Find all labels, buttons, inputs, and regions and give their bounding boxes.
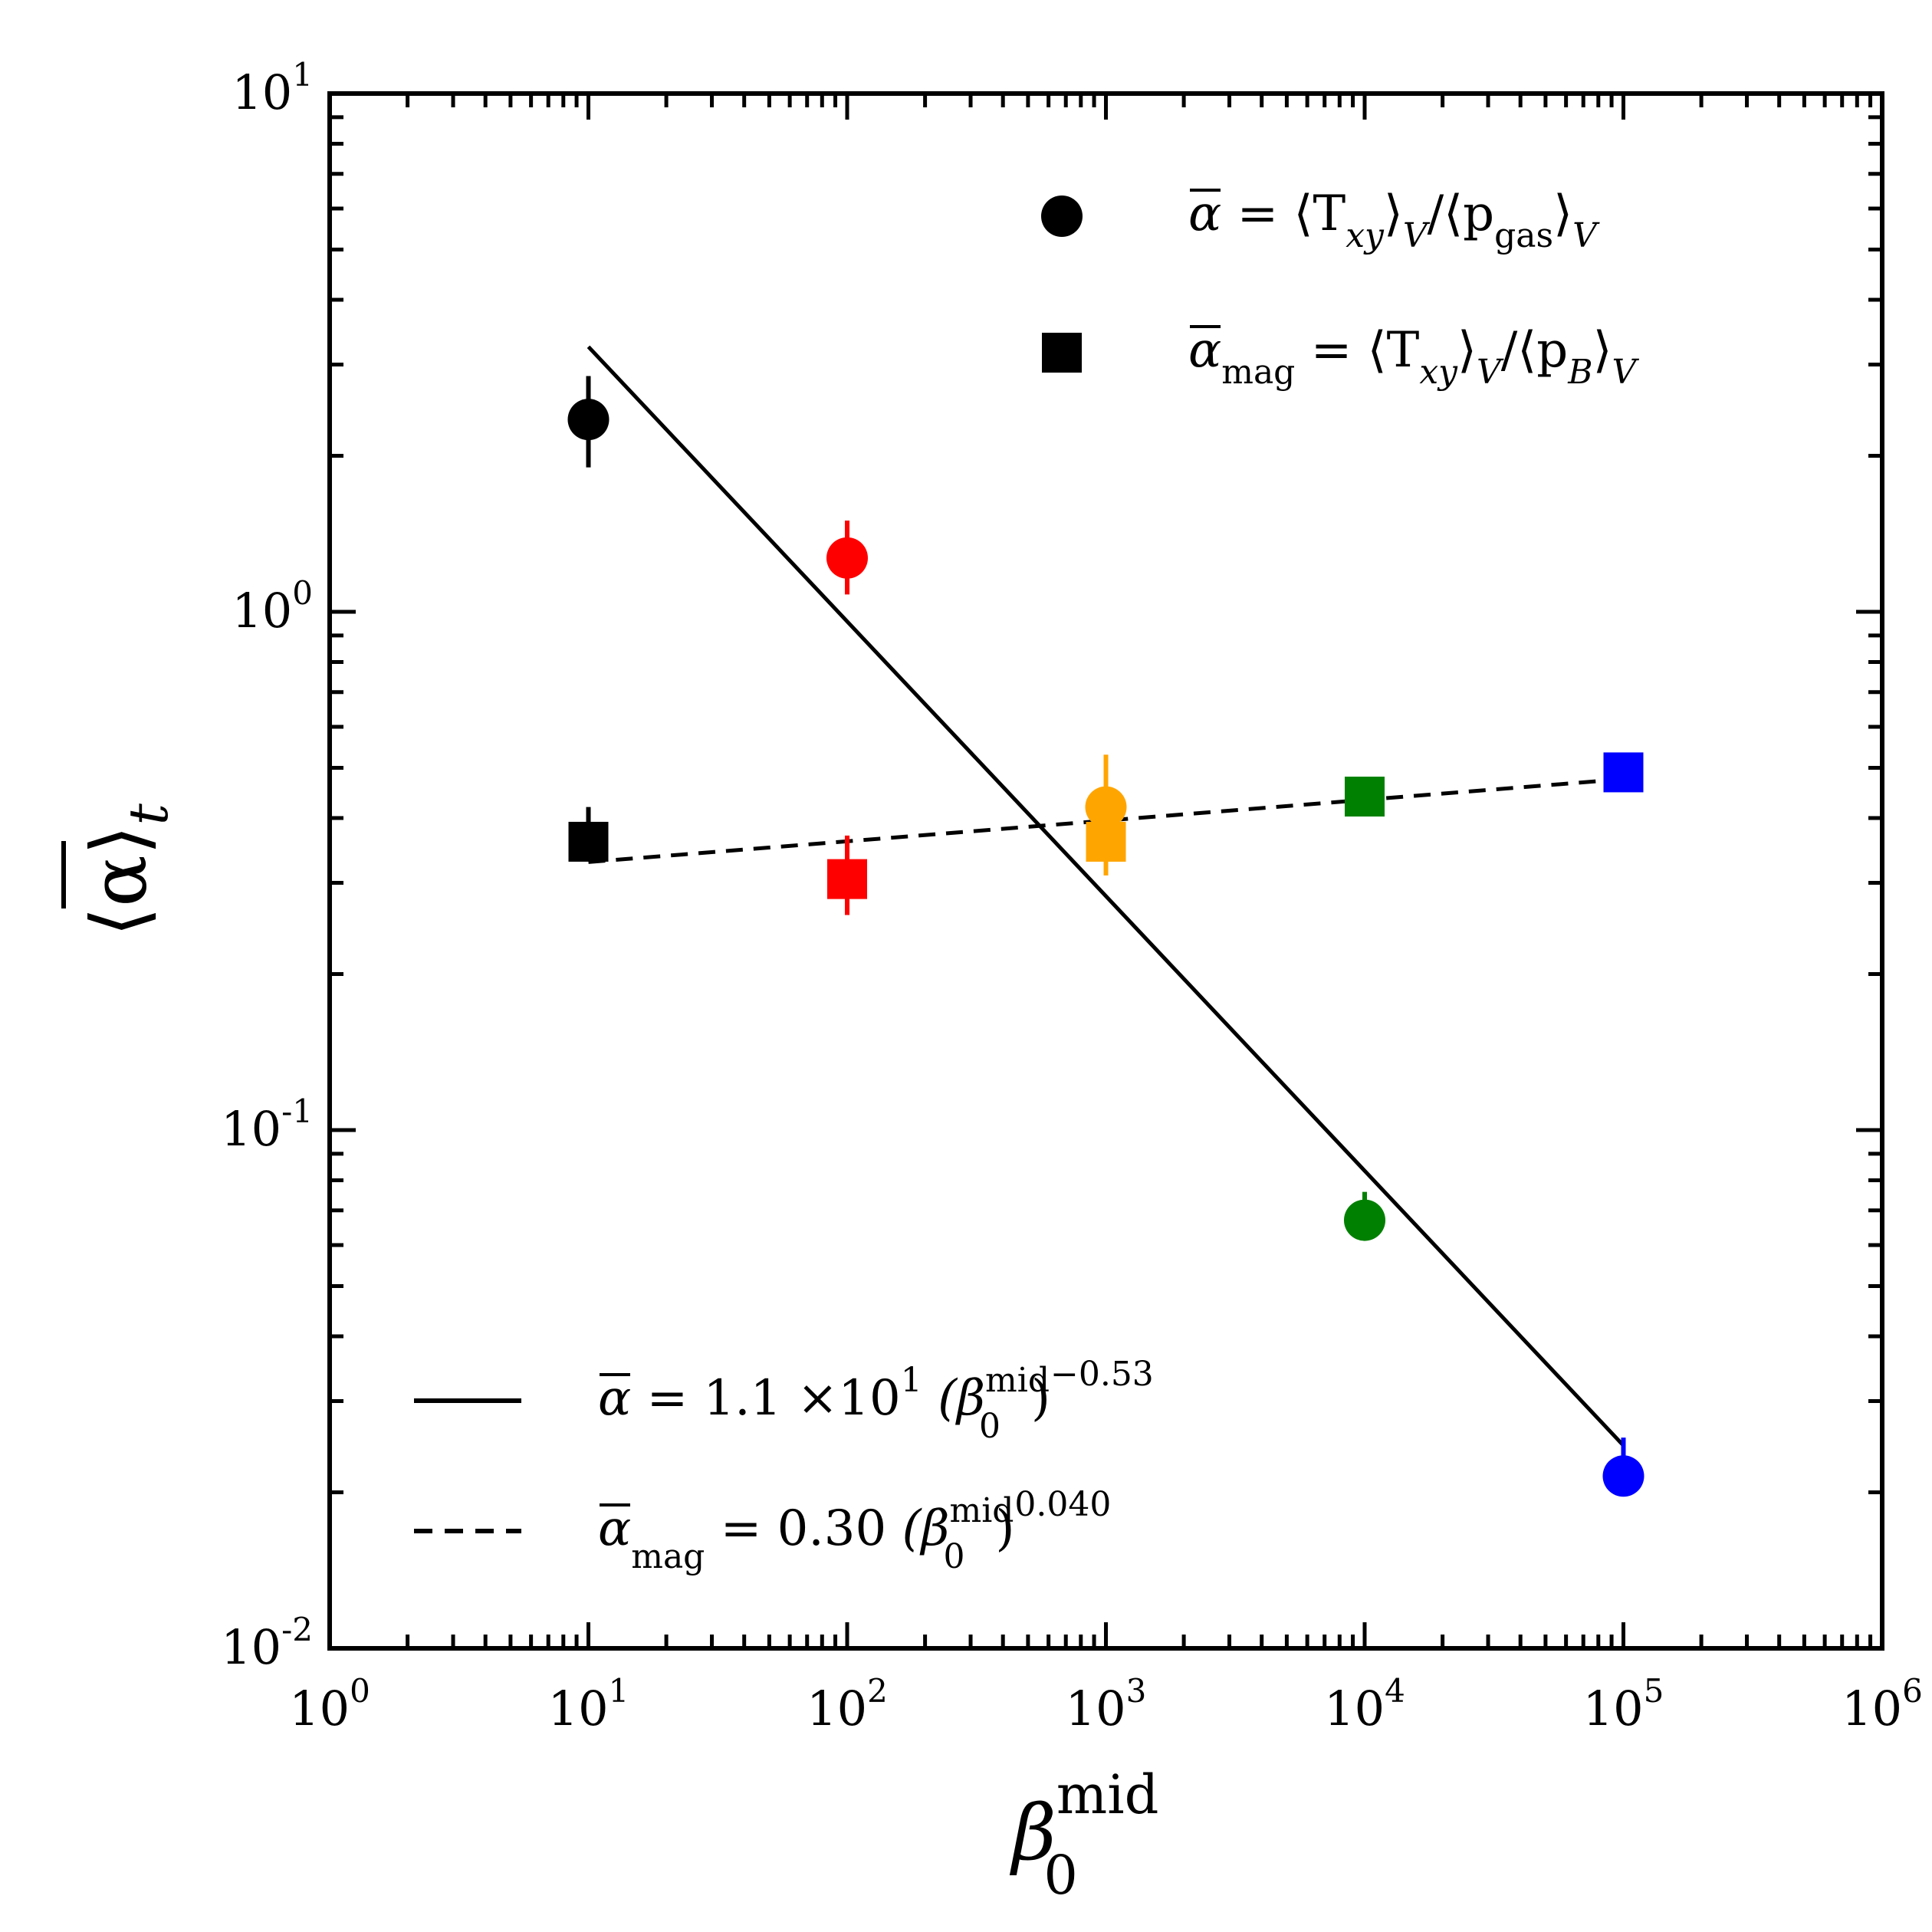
legend-sub: xy bbox=[1419, 353, 1458, 392]
legend-sub: V bbox=[1403, 216, 1431, 255]
x-tick-label: 104 bbox=[1324, 1672, 1405, 1737]
tick-base: 10 bbox=[221, 1101, 281, 1157]
legend-power: 0.040 bbox=[1014, 1485, 1111, 1524]
fit-alpha-line bbox=[586, 345, 1625, 1447]
alpha-point bbox=[826, 537, 868, 579]
tick-exponent: 0 bbox=[292, 574, 313, 612]
x-tick-label: 101 bbox=[548, 1672, 629, 1737]
tick-exponent: 5 bbox=[1644, 1672, 1664, 1710]
y-axis-label-main: ⟨α⟩ bbox=[74, 825, 164, 937]
tick-base: 10 bbox=[289, 1681, 350, 1737]
legend-sub: xy bbox=[1346, 216, 1385, 255]
legend-alpha: α bbox=[1188, 322, 1221, 379]
alpha_mag-point bbox=[568, 821, 609, 862]
legend-marker-circle bbox=[1041, 196, 1083, 237]
x-axis-label-main: β bbox=[1009, 1788, 1056, 1878]
legend-label-alpha: α = ⟨Txy⟩V/⟨pgas⟩V bbox=[1188, 186, 1600, 255]
legend-beta: (β bbox=[922, 1370, 985, 1427]
legend-sub: V bbox=[1477, 353, 1504, 392]
alpha-point bbox=[1602, 1455, 1644, 1497]
y-axis-label: ⟨α⟩t bbox=[74, 803, 180, 937]
alpha_mag-point bbox=[1603, 752, 1644, 793]
tick-base: 10 bbox=[232, 64, 292, 120]
legend-power: −0.53 bbox=[1050, 1355, 1154, 1394]
legend-sub: mag bbox=[1221, 353, 1295, 392]
fit-alpha-mag-line bbox=[588, 777, 1624, 864]
x-axis-label-sup: mid bbox=[1056, 1763, 1159, 1826]
x-tick-label: 106 bbox=[1842, 1672, 1923, 1737]
legend-sub: mag bbox=[631, 1537, 705, 1576]
legend-sub: 0 bbox=[979, 1407, 1001, 1446]
legend-eq: = ⟨T bbox=[1295, 322, 1419, 379]
legend-bracket: ⟩ bbox=[1384, 186, 1403, 242]
legend-close: ) bbox=[995, 1500, 1014, 1557]
alpha-point bbox=[567, 399, 610, 441]
x-tick-label: 103 bbox=[1066, 1672, 1147, 1737]
tick-exponent: 0 bbox=[350, 1672, 370, 1710]
tick-base: 10 bbox=[232, 583, 292, 639]
legend-beta: (β bbox=[902, 1500, 950, 1557]
tick-exponent: 6 bbox=[1902, 1672, 1923, 1710]
legend-label-fit-alpha: α = 1.1 ×101 (βmid 0)−0.53 bbox=[598, 1355, 1154, 1446]
legend-alpha: α bbox=[1188, 186, 1221, 242]
x-axis-label: βmid 0 bbox=[1009, 1763, 1158, 1907]
tick-base: 10 bbox=[221, 1619, 281, 1675]
y-axis-label-sub: t bbox=[117, 803, 180, 825]
x-axis-label-sub: 0 bbox=[1043, 1844, 1078, 1907]
tick-base: 10 bbox=[1066, 1681, 1126, 1737]
legend-sub: V bbox=[1572, 216, 1600, 255]
y-tick-label: 101 bbox=[232, 56, 313, 120]
tick-base: 10 bbox=[807, 1681, 867, 1737]
legend-alpha: α bbox=[598, 1500, 631, 1557]
y-tick-label: 10-1 bbox=[221, 1092, 313, 1157]
tick-base: 10 bbox=[548, 1681, 609, 1737]
x-tick-label: 102 bbox=[807, 1672, 888, 1737]
legend-marker-square bbox=[1042, 333, 1082, 373]
tick-exponent: 1 bbox=[609, 1672, 629, 1710]
alpha_mag-point bbox=[827, 859, 867, 899]
legend-bracket: ⟩ bbox=[1593, 322, 1612, 379]
tick-exponent: -2 bbox=[281, 1611, 313, 1648]
legend-exp: 1 bbox=[901, 1361, 922, 1400]
alpha_mag-point bbox=[1086, 821, 1126, 862]
y-tick-label: 100 bbox=[232, 574, 313, 639]
tick-exponent: 3 bbox=[1126, 1672, 1147, 1710]
legend-bracket: /⟨p bbox=[1501, 322, 1569, 379]
alpha-point bbox=[1344, 1199, 1385, 1241]
legend-bracket: ⟩ bbox=[1457, 322, 1477, 379]
alpha_mag-point bbox=[1345, 777, 1385, 817]
tick-base: 10 bbox=[1583, 1681, 1644, 1737]
tick-exponent: -1 bbox=[281, 1092, 313, 1130]
x-tick-label: 105 bbox=[1583, 1672, 1664, 1737]
tick-base: 10 bbox=[1842, 1681, 1902, 1737]
alpha-point bbox=[1085, 786, 1127, 828]
legend-sub: gas bbox=[1494, 216, 1553, 255]
legend-rhs: = 0.30 bbox=[705, 1500, 902, 1557]
tick-base: 10 bbox=[1324, 1681, 1385, 1737]
legend-sup: mid bbox=[985, 1361, 1050, 1400]
legend-sup: mid bbox=[949, 1491, 1014, 1530]
legend-alpha: α bbox=[598, 1370, 631, 1427]
legend-bracket: ⟩ bbox=[1553, 186, 1572, 242]
legend-bracket: /⟨p bbox=[1428, 186, 1495, 242]
plot-area bbox=[567, 345, 1644, 1497]
legend-eq: = ⟨T bbox=[1221, 186, 1346, 242]
y-tick-label: 10-2 bbox=[221, 1611, 313, 1675]
tick-exponent: 2 bbox=[867, 1672, 888, 1710]
legend-label-alpha_mag: αmag = ⟨Txy⟩V/⟨pB⟩V bbox=[1188, 322, 1640, 392]
legend-close: ) bbox=[1031, 1370, 1050, 1427]
tick-exponent: 1 bbox=[292, 56, 313, 94]
legend-rhs: = 1.1 ×10 bbox=[631, 1370, 901, 1427]
legend-sub: V bbox=[1612, 353, 1640, 392]
legend-label-fit-alpha-mag: αmag = 0.30 (βmid 0)0.040 bbox=[598, 1485, 1111, 1576]
tick-exponent: 4 bbox=[1385, 1672, 1405, 1710]
legend-sub: 0 bbox=[943, 1537, 964, 1576]
legend-sub: B bbox=[1567, 353, 1592, 392]
x-tick-label: 100 bbox=[289, 1672, 370, 1737]
